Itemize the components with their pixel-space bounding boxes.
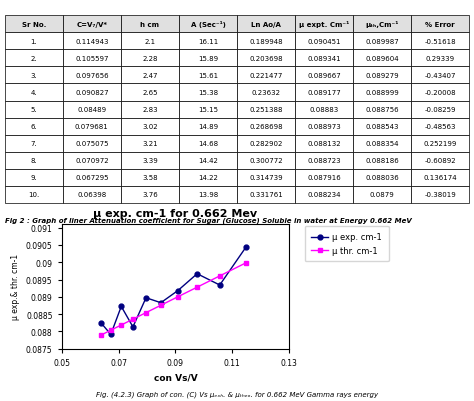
μ exp. cm-1 [130, 325, 136, 330]
μ thr. cm-1 [175, 295, 181, 300]
X-axis label: con Vs/V: con Vs/V [154, 373, 197, 381]
Y-axis label: μ exp.& thr. cm-1: μ exp.& thr. cm-1 [11, 254, 20, 320]
μ thr. cm-1 [99, 333, 104, 338]
μ exp. cm-1 [175, 289, 181, 294]
Line: μ exp. cm-1: μ exp. cm-1 [99, 245, 249, 337]
μ exp. cm-1 [217, 283, 223, 288]
μ thr. cm-1 [130, 317, 136, 322]
Line: μ thr. cm-1: μ thr. cm-1 [99, 261, 249, 338]
Text: Fig. (4.2.3) Graph of con. (C) Vs μₑₓₕ. & μₜₕₑₒ. for 0.662 MeV Gamma rays energy: Fig. (4.2.3) Graph of con. (C) Vs μₑₓₕ. … [96, 391, 378, 397]
μ thr. cm-1 [217, 274, 223, 279]
μ exp. cm-1 [143, 296, 149, 300]
μ thr. cm-1 [143, 310, 149, 315]
μ exp. cm-1 [118, 304, 124, 309]
μ thr. cm-1 [118, 323, 124, 328]
μ exp. cm-1 [194, 271, 200, 276]
μ thr. cm-1 [194, 285, 200, 290]
μ thr. cm-1 [244, 261, 249, 265]
Title: μ exp. cm-1 for 0.662 Mev: μ exp. cm-1 for 0.662 Mev [93, 208, 257, 218]
μ exp. cm-1 [158, 300, 164, 305]
μ exp. cm-1 [99, 321, 104, 326]
Legend: μ exp. cm-1, μ thr. cm-1: μ exp. cm-1, μ thr. cm-1 [305, 226, 389, 261]
μ thr. cm-1 [158, 303, 164, 308]
μ thr. cm-1 [108, 328, 114, 333]
μ exp. cm-1 [108, 332, 114, 337]
μ exp. cm-1 [244, 245, 249, 249]
Text: Fig 2 : Graph of liner Attenuation coefficient for Sugar (Glucose) Soluble in wa: Fig 2 : Graph of liner Attenuation coeff… [5, 217, 411, 223]
